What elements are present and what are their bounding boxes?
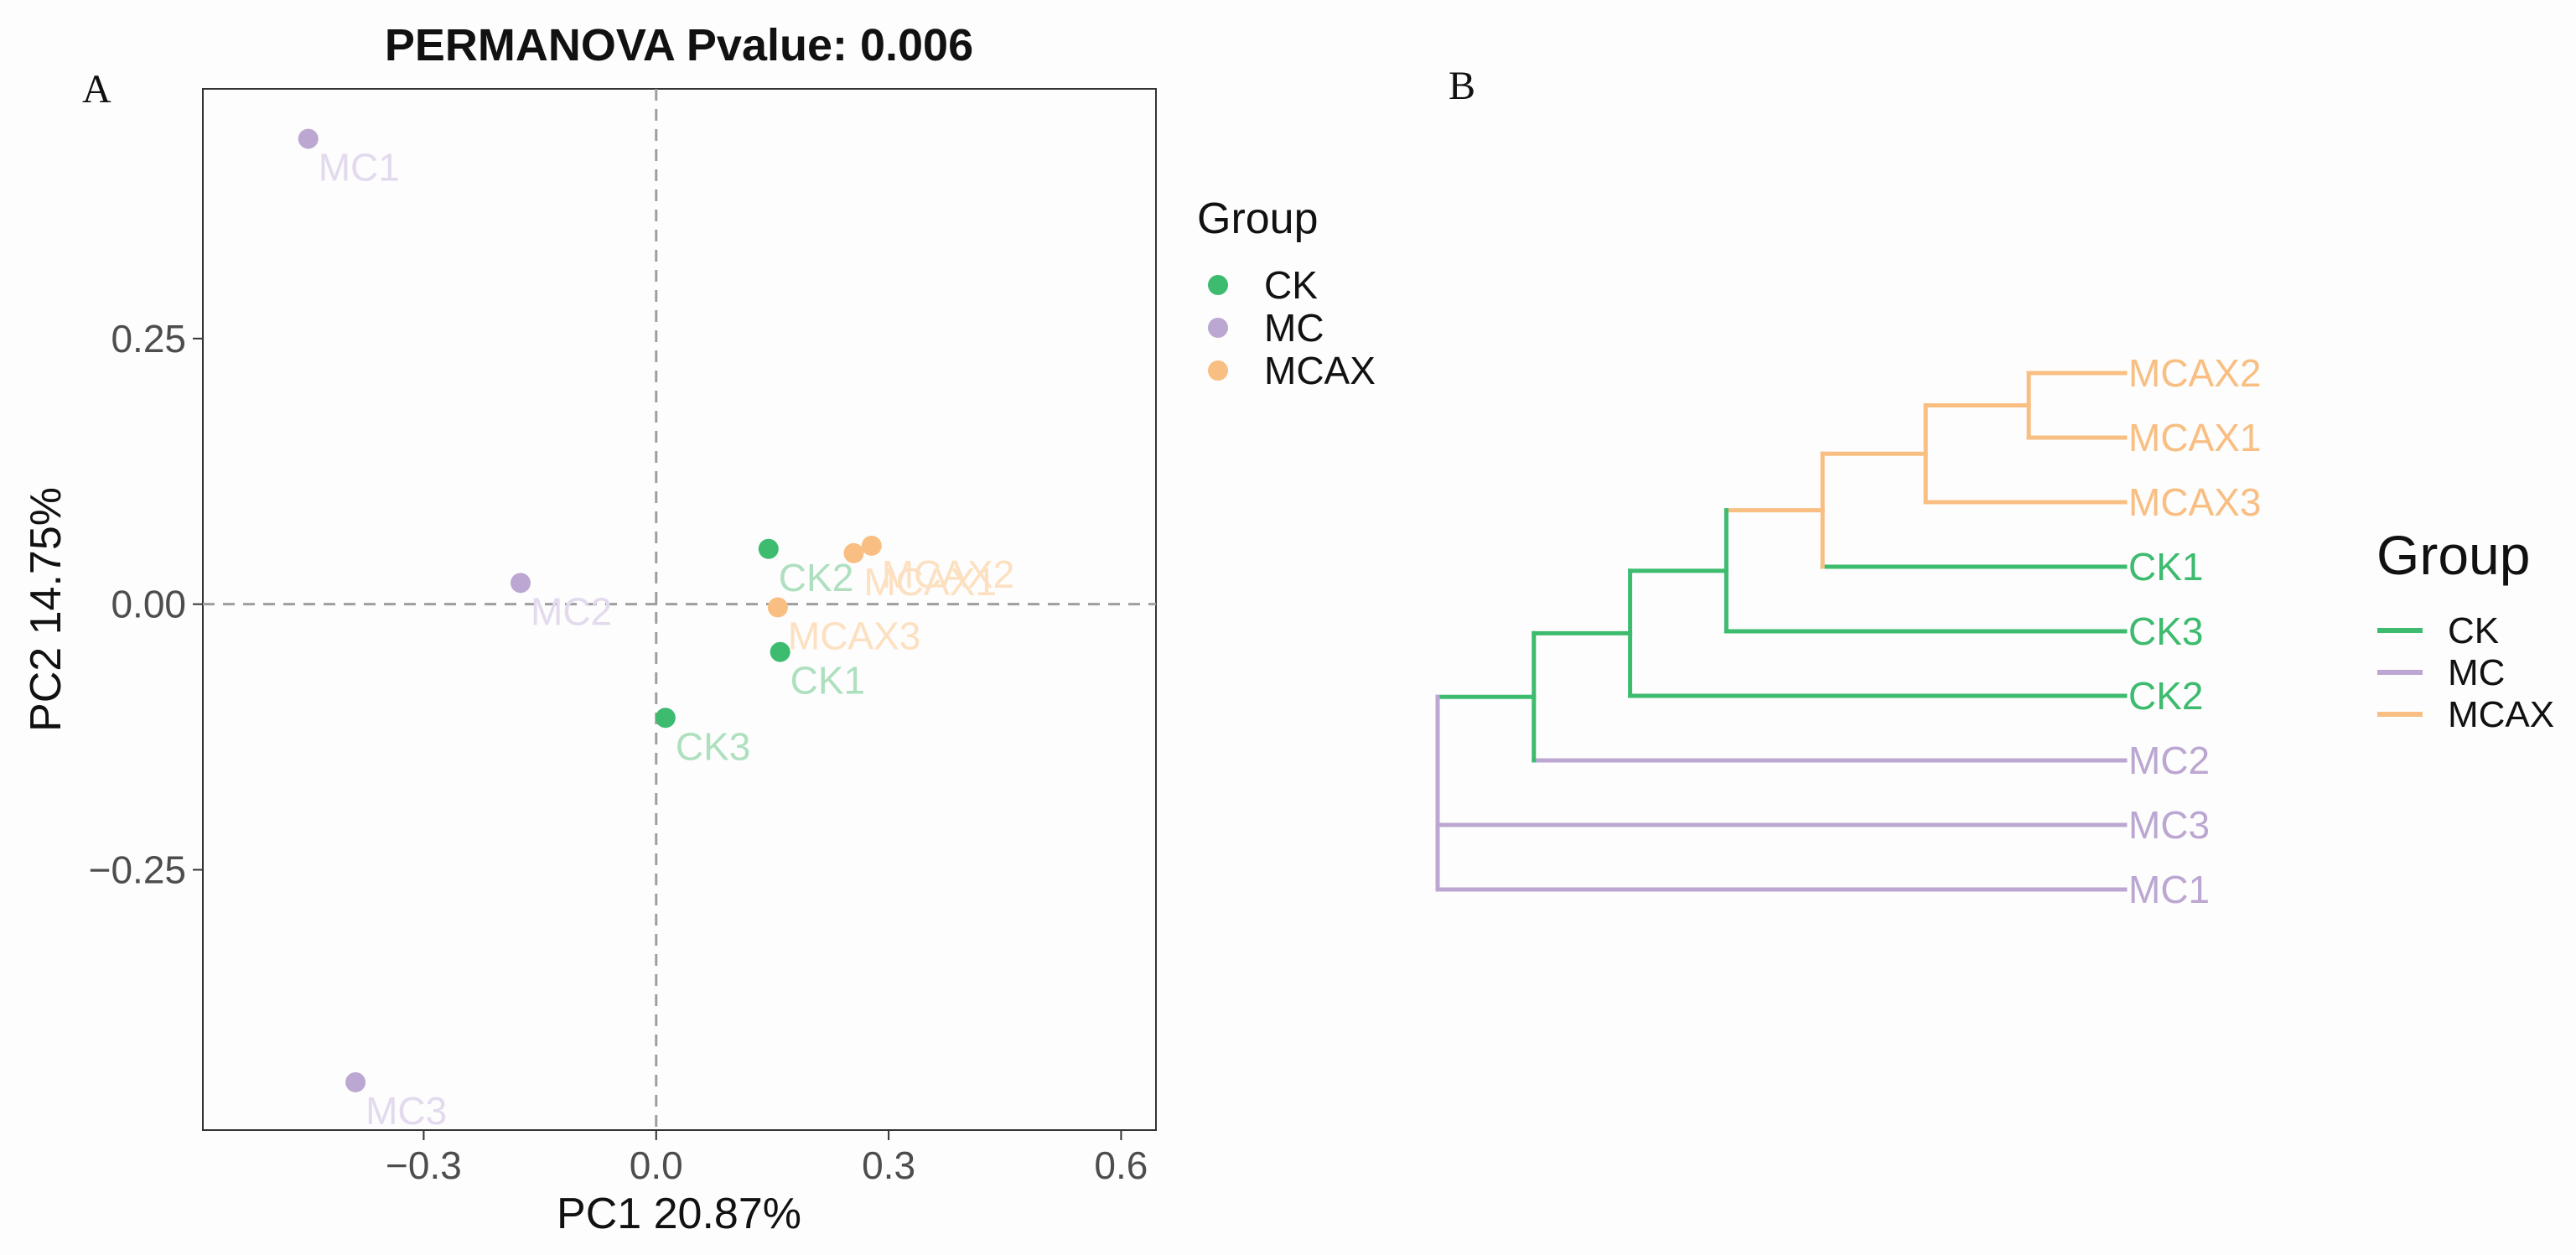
point-label-mcax2: MCAX2	[882, 552, 1014, 596]
x-tick-label: 0.3	[862, 1144, 915, 1187]
point-label-mc2: MC2	[531, 589, 612, 633]
tip-label-mc1: MC1	[2128, 868, 2210, 911]
point-ck1	[770, 641, 790, 662]
legend-b-ck-label: CK	[2448, 610, 2499, 651]
legend-b-mc-label: MC	[2448, 652, 2505, 693]
panel-b-letter: B	[1449, 64, 1475, 108]
point-mcax1	[843, 542, 864, 563]
tip-label-mcax1: MCAX1	[2128, 416, 2261, 459]
y-tick-label: 0.25	[111, 317, 186, 360]
y-tick-label: 0.00	[111, 583, 186, 626]
panel-a-letter: A	[82, 67, 111, 111]
point-mcax2	[861, 535, 882, 556]
x-axis-title: PC1 20.87%	[557, 1190, 801, 1238]
point-label-mcax1: MCAX1	[863, 560, 996, 604]
y-axis-title: PC2 14.75%	[22, 487, 70, 732]
y-tick-label: −0.25	[89, 848, 186, 892]
dendrogram-tip-labels: MCAX2 MCAX1 MCAX3 CK1 CK3 CK2 MC2 MC3 MC1	[2128, 351, 2261, 911]
legend-a-mcax-label: MCAX	[1264, 349, 1376, 392]
x-tick-label: −0.3	[386, 1144, 462, 1187]
point-ck2	[758, 538, 779, 559]
point-mc1	[298, 128, 319, 149]
x-tick-label: 0.6	[1094, 1144, 1148, 1187]
legend-b-title: Group	[2376, 524, 2530, 586]
y-axis-ticks: −0.25 0.00 0.25	[89, 317, 203, 892]
point-label-mcax3: MCAX3	[788, 614, 920, 657]
plot-area	[202, 88, 1157, 1131]
tip-label-mc3: MC3	[2128, 803, 2210, 847]
legend-a-mcax-marker	[1208, 360, 1228, 381]
panel-b: B MCAX2 MCAX1 MCAX3 CK1 CK3 CK2 MC2 MC3 MC1 Grou…	[1435, 64, 2554, 911]
point-label-ck3: CK3	[676, 724, 750, 768]
point-mc3	[345, 1071, 366, 1092]
point-label-mc1: MC1	[319, 146, 400, 189]
tip-label-mcax2: MCAX2	[2128, 351, 2261, 395]
legend-a-ck-marker	[1208, 275, 1228, 295]
tip-label-mcax3: MCAX3	[2128, 480, 2261, 524]
legend-a-title: Group	[1197, 194, 1319, 243]
point-ck3	[655, 708, 676, 729]
point-mc2	[511, 573, 531, 594]
legend-a-mc-label: MC	[1264, 306, 1324, 350]
x-tick-label: 0.0	[630, 1144, 683, 1187]
legend-a: Group CK MC MCAX	[1197, 194, 1376, 392]
point-label-ck2: CK2	[779, 556, 853, 599]
dendrogram	[1435, 371, 2128, 892]
legend-b-mcax-label: MCAX	[2448, 694, 2554, 735]
panel-a: A PERMANOVA Pvalue: 0.006 −0.3 0.0 0.3 0.6 …	[22, 20, 1376, 1238]
point-label-ck1: CK1	[790, 659, 865, 703]
tip-label-ck3: CK3	[2128, 609, 2203, 653]
legend-b: Group CK MC MCAX	[2376, 524, 2554, 735]
point-label-mc3: MC3	[365, 1089, 447, 1133]
chart-title: PERMANOVA Pvalue: 0.006	[385, 20, 973, 70]
tip-label-ck1: CK1	[2128, 545, 2203, 589]
legend-a-ck-label: CK	[1264, 263, 1318, 307]
tip-label-mc2: MC2	[2128, 739, 2210, 782]
point-mcax3	[767, 597, 788, 618]
legend-a-mc-marker	[1208, 318, 1228, 338]
tip-label-ck2: CK2	[2128, 674, 2203, 718]
x-axis-ticks: −0.3 0.0 0.3 0.6	[386, 1130, 1148, 1187]
